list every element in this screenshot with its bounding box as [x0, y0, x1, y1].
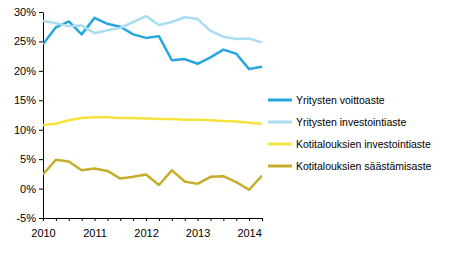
- y-tick-label: 5%: [20, 153, 36, 165]
- x-tick: [223, 218, 224, 221]
- x-tick-mark: [133, 218, 134, 221]
- x-tick: [82, 218, 83, 221]
- y-tick-mark: [39, 189, 43, 190]
- y-tick-label: 20%: [14, 65, 36, 77]
- x-tick-mark: [159, 218, 160, 221]
- x-tick: [172, 218, 173, 221]
- x-tick-mark: [223, 218, 224, 221]
- series-line: [43, 16, 262, 42]
- series-line: [43, 117, 262, 125]
- y-tick-mark: [39, 130, 43, 131]
- y-tick-label: 30%: [14, 6, 36, 18]
- y-tick-label: 15%: [14, 94, 36, 106]
- legend-label: Yritysten investointiaste: [296, 116, 406, 128]
- x-tick-mark: [236, 218, 237, 221]
- y-tick: 0%: [20, 183, 43, 195]
- legend-label: Kotitalouksien säästämisaste: [296, 160, 432, 172]
- x-tick: [236, 218, 237, 221]
- y-tick: 10%: [14, 124, 43, 136]
- x-tick: 2013: [186, 218, 210, 239]
- y-tick-mark: [39, 41, 43, 42]
- x-tick: [159, 218, 160, 221]
- x-tick: 2012: [134, 218, 158, 239]
- x-tick: [69, 218, 70, 221]
- x-tick-mark: [107, 218, 108, 221]
- legend-item: Kotitalouksien investointiaste: [268, 138, 431, 150]
- y-tick-label: 0%: [20, 183, 36, 195]
- legend-swatch: [268, 165, 292, 168]
- y-tick-label: 10%: [14, 124, 36, 136]
- x-tick-label: 2011: [83, 227, 107, 239]
- x-tick: [120, 218, 121, 221]
- x-tick-mark: [146, 218, 147, 221]
- legend-label: Yritysten voittoaste: [296, 94, 385, 106]
- legend: Yritysten voittoaste Yritysten investoint…: [268, 94, 432, 172]
- x-tick-label: 2013: [186, 227, 210, 239]
- x-tick-mark: [69, 218, 70, 221]
- x-tick: [107, 218, 108, 221]
- x-tick-mark: [210, 218, 211, 221]
- legend-swatch: [268, 143, 292, 146]
- y-tick-label: -5%: [16, 212, 36, 224]
- x-tick: [262, 218, 263, 221]
- legend-swatch: [268, 121, 292, 124]
- legend-label: Kotitalouksien investointiaste: [296, 138, 431, 150]
- x-tick: 2010: [31, 218, 55, 239]
- y-tick: 5%: [20, 153, 43, 165]
- x-tick-mark: [82, 218, 83, 221]
- x-tick: 2011: [83, 218, 107, 239]
- y-tick-mark: [39, 159, 43, 160]
- x-tick-mark: [185, 218, 186, 221]
- legend-item: Kotitalouksien säästämisaste: [268, 160, 432, 172]
- y-tick-label: 25%: [14, 35, 36, 47]
- y-tick: 25%: [14, 35, 43, 47]
- x-tick-mark: [56, 218, 57, 221]
- x-tick-mark: [262, 218, 263, 221]
- x-tick: [56, 218, 57, 221]
- x-tick-mark: [43, 218, 44, 221]
- chart: -5%0%5%10%15%20%25%30%201020112012201320…: [0, 0, 454, 253]
- y-axis: -5% 0% 5% 10% 15% 20% 25% 30%: [14, 6, 44, 224]
- legend-swatch: [268, 99, 292, 102]
- y-tick-mark: [39, 218, 43, 219]
- legend-item: Yritysten investointiaste: [268, 116, 406, 128]
- y-tick: 30%: [14, 6, 43, 18]
- y-tick: -5%: [16, 212, 43, 224]
- y-tick-mark: [39, 12, 43, 13]
- x-tick: [133, 218, 134, 221]
- x-tick: [210, 218, 211, 221]
- plot-area: [43, 16, 262, 190]
- x-tick-label: 2014: [237, 227, 261, 239]
- x-tick-label: 2010: [31, 227, 55, 239]
- series-line: [43, 160, 262, 190]
- legend-item: Yritysten voittoaste: [268, 94, 385, 106]
- x-tick-mark: [198, 218, 199, 221]
- x-tick-mark: [172, 218, 173, 221]
- x-tick-mark: [95, 218, 96, 221]
- x-tick-mark: [120, 218, 121, 221]
- y-tick-mark: [39, 100, 43, 101]
- y-tick-mark: [39, 71, 43, 72]
- x-tick-label: 2012: [134, 227, 158, 239]
- x-tick: 2014: [237, 218, 261, 239]
- y-tick: 20%: [14, 65, 43, 77]
- x-tick: [185, 218, 186, 221]
- x-tick-mark: [249, 218, 250, 221]
- y-tick: 15%: [14, 94, 43, 106]
- x-axis-line: [44, 218, 263, 219]
- x-axis: 2010 2011 2012 2013 2014: [31, 218, 262, 239]
